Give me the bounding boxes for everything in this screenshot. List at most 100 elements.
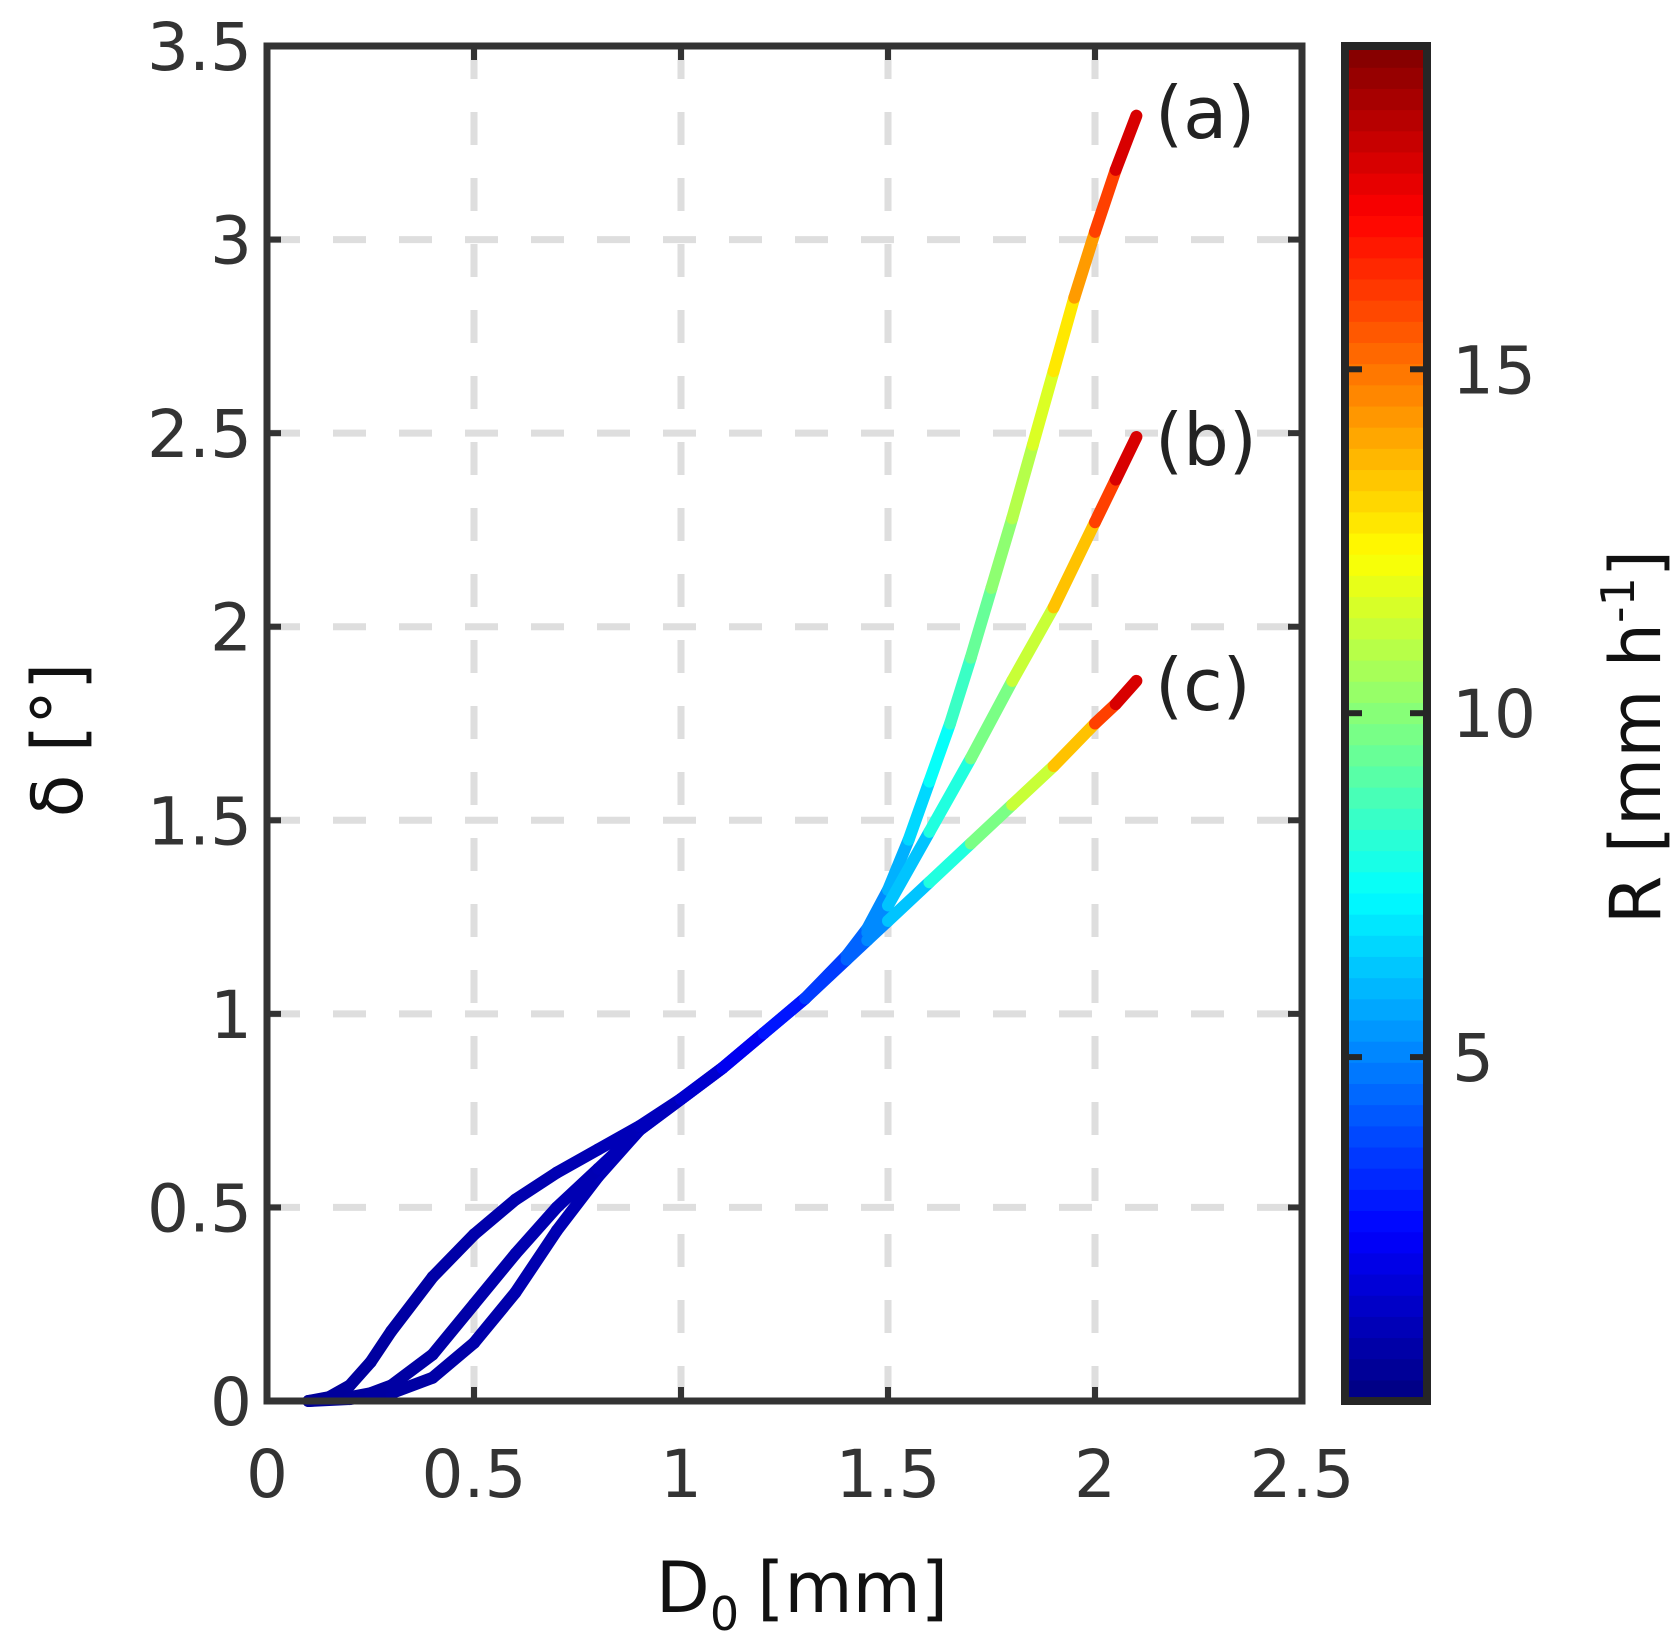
x-tick-label: 2 (1074, 1436, 1116, 1513)
colorbar-swatch (1345, 130, 1427, 153)
colorbar-tick-label: 10 (1452, 676, 1536, 753)
grid (267, 46, 1302, 1401)
series-b (302, 431, 1143, 1407)
y-tick-label: 1 (210, 977, 252, 1054)
curve-segment (1068, 225, 1101, 304)
colorbar-swatch (1345, 342, 1427, 365)
x-tick-label: 0.5 (422, 1436, 527, 1513)
curve-segment (426, 1298, 480, 1361)
colorbar-swatch (1345, 998, 1427, 1021)
colorbar-swatch (1345, 1041, 1427, 1063)
colorbar-swatch (1345, 702, 1427, 725)
colorbar-swatch (1345, 1273, 1427, 1296)
curve-segment (1109, 674, 1143, 711)
curve-segment (550, 1170, 605, 1237)
curve-segment (385, 1271, 439, 1338)
curve-segment (799, 953, 853, 1005)
x-tick-label: 1 (660, 1436, 702, 1513)
colorbar-swatch (1345, 1146, 1427, 1169)
colorbar-swatch (1345, 448, 1427, 471)
colorbar-swatch (1345, 596, 1427, 619)
colorbar-tick-label: 5 (1452, 1020, 1494, 1097)
curve-segment (1109, 431, 1143, 486)
curve-segment (964, 674, 1019, 765)
curve-segment (964, 798, 1019, 850)
curve-segment (923, 837, 977, 889)
colorbar-swatch (1345, 405, 1427, 428)
colorbar-swatch (1345, 1062, 1427, 1085)
colorbar-swatch (1345, 808, 1427, 830)
colorbar-swatch (1345, 765, 1427, 788)
plot-frame (263, 42, 1306, 1405)
colorbar-swatch (1345, 67, 1427, 89)
colorbar-swatch (1345, 1125, 1427, 1148)
curve-segment (944, 651, 977, 730)
curve-segment (385, 1371, 439, 1400)
curve-segment (1109, 109, 1143, 176)
colorbar-ticks: 5 10 15 (1349, 332, 1536, 1097)
series-label-c: (c) (1155, 643, 1251, 727)
colorbar-swatch (1345, 617, 1427, 640)
colorbar-swatch (1345, 638, 1427, 661)
curve-segment (964, 582, 998, 664)
colorbar-swatch (1345, 1104, 1427, 1127)
curve-segment (923, 717, 957, 788)
x-tick-label: 2.5 (1250, 1436, 1355, 1513)
curve-segment (882, 833, 915, 896)
curve-segment (592, 1120, 646, 1156)
colorbar-swatch (1345, 1295, 1427, 1317)
colorbar-swatch (1345, 109, 1427, 132)
colorbar-label: R [mm h-1] (1591, 550, 1676, 924)
colorbar-swatch (1345, 554, 1427, 576)
colorbar-swatch (1345, 871, 1427, 894)
colorbar-swatch (1345, 977, 1427, 1000)
colorbar-swatch (1345, 151, 1427, 174)
colorbar-swatch (1345, 1168, 1427, 1190)
colorbar-swatch (1345, 1316, 1427, 1339)
colorbar-swatch (1345, 892, 1427, 915)
curve-segment (1006, 760, 1060, 811)
colorbar-swatch (1345, 1379, 1427, 1402)
y-tick-label: 0 (210, 1364, 252, 1441)
colorbar-swatch (1345, 787, 1427, 809)
colorbar-swatch (1345, 236, 1427, 259)
curve-segment (550, 1143, 605, 1179)
curve-segment (1047, 291, 1081, 378)
curve-segment (675, 1062, 729, 1106)
curve-segment (426, 1228, 480, 1284)
colorbar-swatch (1345, 681, 1427, 703)
colorbar-swatch (1345, 850, 1427, 873)
x-tick-label: 1.5 (836, 1436, 941, 1513)
curves (302, 109, 1143, 1407)
curve-segment (550, 1162, 605, 1214)
curve-segment (902, 775, 936, 846)
colorbar-swatch (1345, 469, 1427, 492)
curve-segment (509, 1224, 563, 1299)
colorbar-swatch (1345, 215, 1427, 238)
curve-segment (385, 1348, 439, 1392)
curve-segment (509, 1201, 563, 1260)
curve-segment (757, 992, 812, 1040)
colorbar-swatch (1345, 659, 1427, 682)
colorbar-swatch (1345, 88, 1427, 111)
y-tick-label: 2.5 (147, 396, 252, 473)
colorbar-swatch (1345, 1358, 1427, 1381)
colorbar-frame (1341, 42, 1431, 1405)
curve-segment (882, 825, 936, 912)
curve-segment (468, 1286, 522, 1349)
colorbar-swatch (1345, 575, 1427, 598)
colorbar-swatch (1345, 1083, 1427, 1106)
colorbar-swatch (1345, 829, 1427, 852)
curve-segment (1089, 473, 1122, 529)
colorbar-swatch (1345, 744, 1427, 767)
colorbar-swatch (1345, 956, 1427, 979)
x-tick-label: 0 (246, 1436, 288, 1513)
colorbar-swatch (1345, 1231, 1427, 1254)
curve-segment (1026, 365, 1060, 451)
colorbar-swatch (1345, 723, 1427, 746)
colorbar-swatch (1345, 1189, 1427, 1212)
colorbar-swatch (1345, 278, 1427, 301)
curve-segment (426, 1336, 480, 1384)
colorbar-swatch (1345, 1252, 1427, 1275)
colorbar-swatch (1345, 935, 1427, 957)
